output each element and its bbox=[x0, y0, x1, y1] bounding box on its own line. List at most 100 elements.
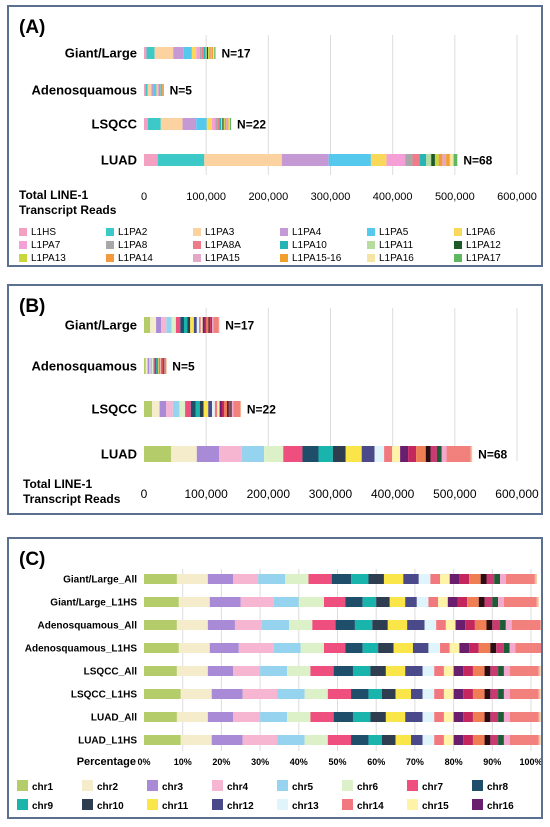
bar-segment bbox=[226, 118, 228, 130]
bar-segment bbox=[190, 401, 196, 417]
bar-segment bbox=[160, 118, 183, 130]
x-tick-label: 30% bbox=[251, 757, 269, 767]
bar-segment bbox=[150, 317, 157, 333]
bar-segment bbox=[199, 317, 201, 333]
bar-segment bbox=[385, 666, 406, 676]
legend-swatch bbox=[367, 228, 375, 236]
legend-swatch bbox=[106, 241, 114, 249]
bar-segment bbox=[484, 666, 491, 676]
bar-segment bbox=[166, 401, 173, 417]
bar-segment bbox=[234, 620, 263, 630]
x-axis-title: Transcript Reads bbox=[23, 492, 121, 506]
bar-segment bbox=[260, 712, 288, 722]
bar-segment bbox=[318, 446, 333, 462]
bar-segment bbox=[160, 358, 162, 374]
x-tick-label: 300,000 bbox=[309, 487, 353, 501]
bar-segment bbox=[176, 712, 208, 722]
bar-segment bbox=[392, 446, 401, 462]
legend-label: chr6 bbox=[357, 782, 379, 793]
bar-segment bbox=[407, 620, 425, 630]
bar-segment bbox=[208, 401, 213, 417]
bar-segment bbox=[162, 84, 163, 96]
legend-swatch bbox=[280, 228, 288, 236]
x-tick-label: 70% bbox=[406, 757, 424, 767]
bar-segment bbox=[154, 47, 174, 59]
bar-segment bbox=[443, 735, 454, 745]
bar-segment bbox=[538, 666, 541, 676]
category-label: LSQCC_L1HS bbox=[71, 690, 137, 701]
x-tick-label: 0 bbox=[141, 191, 147, 203]
bar-segment bbox=[490, 735, 499, 745]
bar-segment bbox=[352, 666, 371, 676]
bar-segment bbox=[405, 597, 417, 607]
bar-segment bbox=[178, 597, 210, 607]
x-tick-label: 400,000 bbox=[371, 487, 415, 501]
bar-segment bbox=[233, 712, 261, 722]
bar-segment bbox=[441, 446, 447, 462]
x-tick-label: 500,000 bbox=[433, 487, 477, 501]
bar-segment bbox=[368, 574, 384, 584]
bar-segment bbox=[411, 689, 423, 699]
bar-segment bbox=[434, 154, 439, 166]
bar-segment bbox=[370, 712, 386, 722]
bar-segment bbox=[449, 574, 460, 584]
bar-segment bbox=[332, 446, 346, 462]
x-tick-label: 10% bbox=[174, 757, 192, 767]
bar-segment bbox=[496, 643, 504, 653]
bar-segment bbox=[277, 689, 305, 699]
bar-segment bbox=[287, 666, 311, 676]
legend-label: chr4 bbox=[227, 782, 249, 793]
bar-segment bbox=[422, 666, 435, 676]
bar-segment bbox=[166, 317, 172, 333]
bar-segment bbox=[331, 574, 352, 584]
bar-segment bbox=[233, 401, 241, 417]
bar-segment bbox=[204, 317, 207, 333]
bar-segment bbox=[166, 358, 167, 374]
category-label: LSQCC_All bbox=[84, 667, 138, 678]
bar-segment bbox=[509, 735, 539, 745]
bar-segment bbox=[378, 643, 394, 653]
bar-segment bbox=[217, 401, 220, 417]
bar-segment bbox=[144, 712, 177, 722]
legend-label: L1PA11 bbox=[379, 240, 414, 251]
bar-segment bbox=[304, 735, 328, 745]
bar-segment bbox=[212, 317, 214, 333]
bar-segment bbox=[144, 154, 158, 166]
bar-segment bbox=[372, 620, 388, 630]
bar-segment bbox=[484, 689, 491, 699]
bar-segment bbox=[233, 574, 259, 584]
bar-segment bbox=[187, 317, 191, 333]
bar-segment bbox=[453, 735, 464, 745]
bar-segment bbox=[161, 84, 163, 96]
bar-segment bbox=[162, 84, 164, 96]
bar-segment bbox=[354, 620, 373, 630]
bar-segment bbox=[422, 712, 435, 722]
legend-swatch bbox=[82, 780, 93, 791]
bar-segment bbox=[498, 666, 504, 676]
panel-c-chart: (C) 0% 10% 20% 30% 40% 50% 60% 70% 80% 90% 100% Perc… bbox=[17, 549, 549, 827]
x-axis-title: Transcript Reads bbox=[19, 203, 117, 217]
x-tick-label: 300,000 bbox=[311, 191, 351, 203]
bar-segment bbox=[157, 84, 159, 96]
bar-segment bbox=[498, 712, 504, 722]
count-annotation: N=5 bbox=[172, 360, 195, 374]
category-label: LUAD bbox=[101, 153, 137, 168]
bar-segment bbox=[258, 574, 286, 584]
bar-segment bbox=[323, 643, 346, 653]
bar-segment bbox=[163, 358, 165, 374]
category-label: Adenosquamous bbox=[32, 359, 137, 374]
bar-segment bbox=[183, 47, 192, 59]
bar-segment bbox=[191, 47, 197, 59]
bar-segment bbox=[218, 317, 220, 333]
bar-segment bbox=[211, 47, 214, 59]
bar-segment bbox=[230, 401, 232, 417]
bar-segment bbox=[382, 689, 396, 699]
category-label: LUAD_All bbox=[91, 713, 137, 724]
bar-segment bbox=[416, 446, 426, 462]
bar-segment bbox=[162, 84, 164, 96]
x-tick-label: 0 bbox=[141, 487, 148, 501]
bar-segment bbox=[145, 84, 148, 96]
bar-segment bbox=[213, 47, 215, 59]
legend-label: chr14 bbox=[357, 801, 384, 812]
legend-swatch bbox=[367, 254, 375, 262]
